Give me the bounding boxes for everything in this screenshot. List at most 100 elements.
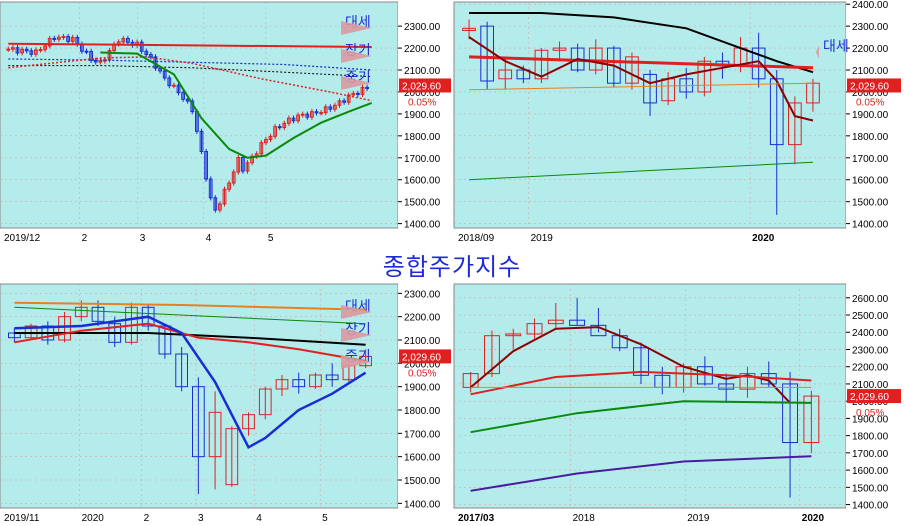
candle-body <box>365 86 369 89</box>
x-tick-label: 4 <box>256 513 262 524</box>
candle-body <box>526 323 543 335</box>
chart-panel-bottom-left: 1400.00 1500.00 1600.00 1700.00 1800.00 1900.… <box>0 283 452 524</box>
y-tick-label: 2000.00 <box>852 88 889 99</box>
y-tick-label: 2300.00 <box>404 289 441 300</box>
candle-body <box>20 48 24 54</box>
candle-body <box>227 182 231 190</box>
candle-body <box>337 100 342 106</box>
y-tick-label: 2200.00 <box>404 313 441 324</box>
candle-body <box>29 50 34 55</box>
y-tick-label: 2400.00 <box>852 328 889 339</box>
candle-body <box>38 49 43 52</box>
candle-body <box>323 106 328 114</box>
moving-average-line <box>469 55 814 70</box>
moving-average-line <box>14 315 367 450</box>
candle-body <box>236 156 241 173</box>
candle-body <box>505 333 522 337</box>
y-tick-label: 2200.00 <box>852 363 889 374</box>
candle-body <box>89 51 93 61</box>
y-tick-label: 1600.00 <box>852 176 889 187</box>
moving-average-line <box>469 161 814 181</box>
candle-body <box>57 36 61 40</box>
candle-body <box>241 156 245 172</box>
candle-body <box>172 84 176 87</box>
price-badge-label: 2,029.60 <box>402 352 441 363</box>
candle-body <box>287 117 291 124</box>
candle-body <box>61 36 66 39</box>
candle-body <box>66 36 70 42</box>
candle-body <box>643 73 657 104</box>
y-tick-label: 1800.00 <box>404 406 441 417</box>
annotation-arrow <box>341 328 372 342</box>
x-tick-label: 2019 <box>531 233 554 244</box>
y-tick-label: 1500.00 <box>852 198 889 209</box>
candle-body <box>314 111 319 114</box>
change-percent-label: 0.05% <box>408 368 436 379</box>
candle-body <box>356 92 360 95</box>
change-percent-label: 0.05% <box>408 97 436 108</box>
candle-body <box>162 70 167 79</box>
candle-body <box>803 395 820 444</box>
candle-body <box>462 27 476 32</box>
chart-panel-bottom-right: 1400.00 1500.00 1600.00 1700.00 1800.00 1900.… <box>453 283 902 524</box>
moving-average-line <box>470 370 812 396</box>
candle-body <box>213 197 218 211</box>
price-badge-label: 2,029.60 <box>850 392 889 403</box>
candle-body <box>225 428 239 486</box>
candle-body <box>192 386 205 458</box>
candle-body <box>222 188 227 205</box>
candle-body <box>47 37 52 47</box>
moving-average-line <box>14 306 366 325</box>
y-tick-label: 2600.00 <box>852 294 889 305</box>
candle-body <box>309 374 322 388</box>
moving-average-line <box>8 65 372 78</box>
candle-body <box>296 114 300 122</box>
y-tick-label: 1500.00 <box>404 476 441 487</box>
candle-body <box>633 347 649 376</box>
candle-body <box>739 373 756 390</box>
candle-body <box>788 102 802 146</box>
y-axis-area <box>398 2 452 228</box>
y-tick-label: 1900.00 <box>852 414 889 425</box>
y-tick-label: 1900.00 <box>404 110 441 121</box>
moving-average-line <box>8 42 372 48</box>
x-tick-label: 2019/11 <box>4 513 40 524</box>
x-tick-label: 2 <box>144 513 150 524</box>
candle-body <box>43 45 47 51</box>
change-percent-label: 0.05% <box>856 97 884 108</box>
candle-body <box>751 47 766 80</box>
candle-body <box>139 41 144 52</box>
annotation-label: 대세 <box>823 39 849 55</box>
candle-body <box>360 86 365 95</box>
moving-average-line <box>100 51 373 159</box>
candle-body <box>158 67 162 72</box>
y-tick-label: 1700.00 <box>852 154 889 165</box>
candle-body <box>305 113 310 118</box>
candle-body <box>199 130 204 153</box>
y-tick-label: 2100.00 <box>852 66 889 77</box>
candle-body <box>126 38 130 43</box>
chart-panel-top-left: 1400.00 1500.00 1600.00 1700.00 1800.00 1900.… <box>0 1 452 244</box>
annotation-arrow <box>341 49 372 63</box>
change-percent-label: 0.05% <box>856 408 884 419</box>
candle-body <box>718 383 735 390</box>
y-tick-label: 1600.00 <box>404 453 441 464</box>
y-tick-label: 1800.00 <box>852 132 889 143</box>
candle-body <box>11 47 15 50</box>
candle-body <box>175 353 188 388</box>
x-tick-label: 2018/09 <box>458 233 495 244</box>
plot-area <box>0 283 399 509</box>
annotation-arrow <box>816 45 819 59</box>
y-tick-label: 1500.00 <box>404 198 441 209</box>
y-tick-label: 1700.00 <box>404 154 441 165</box>
y-tick-label: 2100.00 <box>404 66 441 77</box>
candle-body <box>291 117 296 122</box>
candle-body <box>258 388 272 416</box>
candle-body <box>15 47 20 54</box>
candle-body <box>625 56 639 84</box>
y-tick-label: 2200.00 <box>852 44 889 55</box>
y-tick-label: 2000.00 <box>404 359 441 370</box>
price-badge <box>847 78 901 93</box>
y-tick-label: 1600.00 <box>852 466 889 477</box>
